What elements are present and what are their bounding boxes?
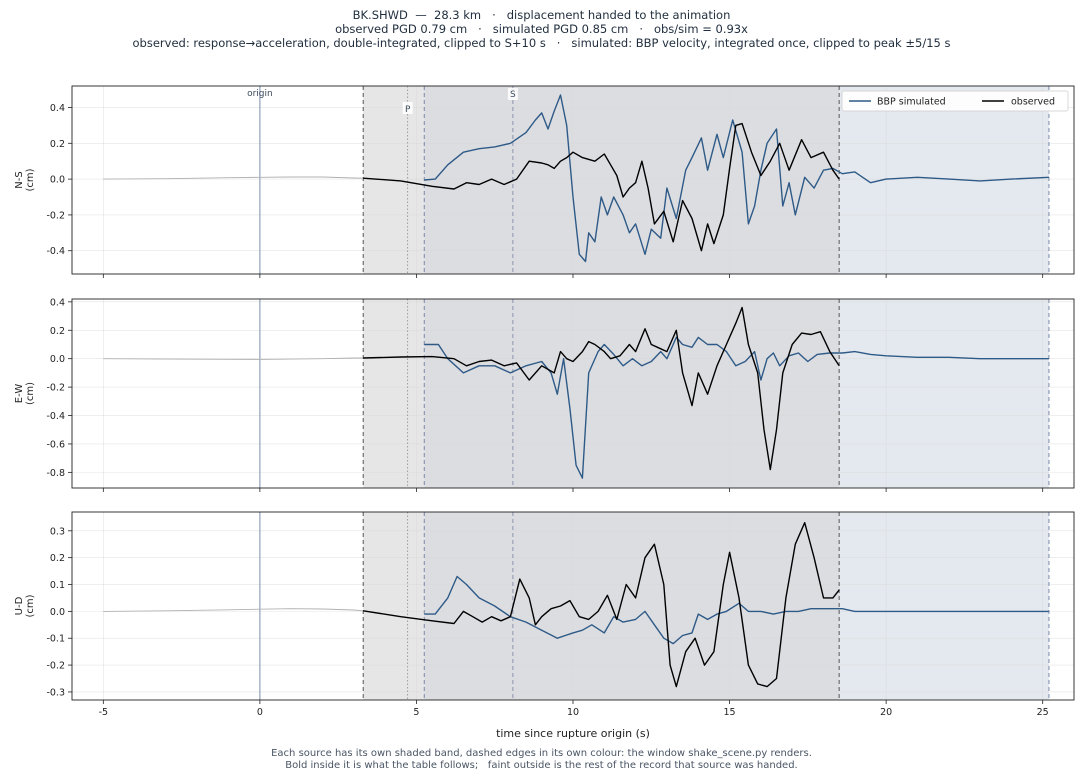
y-tick-label: -0.6 [46, 439, 65, 450]
y-tick-label: -0.4 [46, 246, 65, 257]
y-axis-label-line: (cm) [25, 594, 36, 617]
y-tick-label: 0.4 [50, 103, 65, 114]
x-tick-label: 25 [1037, 707, 1049, 718]
x-tick-label: 15 [724, 707, 736, 718]
panel-3: -0.3 -0.2 -0.1 0.0 0.1 0.2 0.3 -5 0 5 10 15 20 25 U-D(… [14, 511, 1075, 718]
title-line-2: observed PGD 0.79 cm · simulated PGD 0.8… [335, 22, 748, 36]
legend-box [841, 90, 1069, 112]
overlap-window-band [424, 299, 840, 488]
y-tick-label: 0.2 [50, 139, 65, 150]
x-axis-label: time since rupture origin (s) [496, 727, 650, 740]
legend-observed-label: observed [1011, 97, 1055, 108]
y-axis-label: U-D(cm) [14, 594, 36, 617]
legend-simulated-label: BBP simulated [877, 97, 946, 108]
faint-record-line [103, 357, 364, 360]
y-axis-label-line: U-D [14, 596, 25, 615]
legend: BBP simulated observed [841, 90, 1069, 112]
y-tick-label: 0.2 [50, 553, 65, 564]
simulated-series-line [424, 94, 1049, 263]
footer-line-2: Bold inside it is what the table follows… [285, 760, 798, 771]
x-tick-label: 20 [880, 707, 892, 718]
origin-label: origin [247, 89, 273, 99]
y-axis-label: E-W(cm) [14, 382, 36, 405]
y-tick-label: 0.0 [50, 607, 65, 618]
y-axis-label-line: N-S [14, 171, 25, 188]
footer-note: Each source has its own shaded band, das… [0, 748, 1083, 772]
x-tick-label: 10 [567, 707, 579, 718]
panel-1: -0.4 -0.2 0.0 0.2 0.4 N-S(cm) origin P S BBP simu… [14, 85, 1075, 278]
y-tick-label: 0.2 [50, 326, 65, 337]
footer-line-1: Each source has its own shaded band, das… [271, 748, 812, 759]
x-tick-label: 5 [413, 707, 419, 718]
title-line-3: observed: response→acceleration, double-… [132, 36, 951, 50]
observed-series-line [363, 306, 840, 471]
faint-record-line [103, 176, 364, 180]
p-label: P [405, 105, 411, 115]
observed-series-line [363, 522, 840, 688]
y-tick-label: 0.0 [50, 175, 65, 186]
y-axis-label: N-S(cm) [14, 168, 36, 191]
y-tick-label: -0.4 [46, 411, 65, 422]
y-tick-label: -0.8 [46, 468, 65, 479]
observed-series-line [363, 122, 840, 252]
y-axis-label-line: (cm) [25, 168, 36, 191]
faint-record-line [103, 608, 364, 612]
y-tick-label: 0.3 [50, 526, 65, 537]
x-tick-label: 0 [257, 707, 263, 718]
y-tick-label: 0.4 [50, 297, 65, 308]
s-label-bg [507, 88, 518, 100]
y-tick-label: 0.1 [50, 580, 65, 591]
y-tick-label: -0.3 [46, 687, 65, 698]
y-tick-label: -0.1 [46, 634, 65, 645]
panel-2: -0.8 -0.6 -0.4 -0.2 0.0 0.2 0.4 E-W(cm) [14, 297, 1075, 492]
y-tick-label: -0.2 [46, 661, 65, 672]
chart-title: BK.SHWD — 28.3 km · displacement handed … [0, 8, 1083, 50]
p-label-bg [402, 102, 413, 114]
s-label: S [510, 90, 516, 100]
y-axis-label-line: (cm) [25, 382, 36, 405]
simulated-series-line [424, 575, 1049, 645]
overlap-window-band [424, 86, 840, 274]
x-tick-label: -5 [99, 707, 108, 718]
y-tick-label: -0.2 [46, 210, 65, 221]
y-axis-label-line: E-W [14, 384, 25, 404]
y-tick-label: 0.0 [50, 354, 65, 365]
y-tick-label: -0.2 [46, 383, 65, 394]
title-line-1: BK.SHWD — 28.3 km · displacement handed … [352, 8, 731, 22]
